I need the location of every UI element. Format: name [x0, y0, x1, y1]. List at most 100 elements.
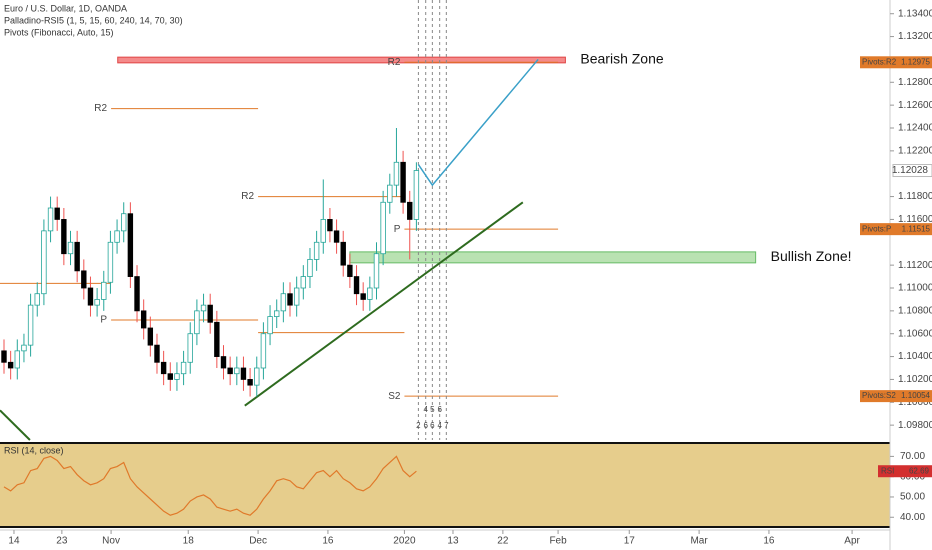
candle-body [41, 230, 47, 295]
rsi-badge-value: 62.69 [909, 466, 930, 475]
y-tick-label: 1.11200 [898, 260, 932, 271]
y-tick-label: 1.12800 [898, 77, 932, 88]
candle-body [54, 207, 60, 220]
candle-body [327, 219, 333, 232]
event-label: 2 [416, 421, 421, 430]
event-label: 6 [430, 421, 435, 430]
candle-body [227, 367, 233, 375]
candle-body [247, 379, 253, 386]
rsi-badge [878, 465, 932, 478]
x-tick-label: Feb [549, 536, 567, 547]
candle-body [7, 361, 14, 369]
candle-body [347, 264, 353, 277]
candle-body [214, 321, 220, 357]
y-tick-label: 1.10000 [898, 397, 932, 408]
y-tick-label: 50.00 [900, 492, 925, 503]
pivot-badge-name: Pivots:P [862, 224, 891, 233]
x-tick-label: 16 [322, 536, 334, 547]
candle-body [147, 327, 154, 346]
candle-body [114, 230, 120, 243]
candle-body [393, 161, 400, 186]
candle-body [280, 293, 287, 312]
y-tick-label: 1.11000 [898, 283, 932, 294]
y-tick-label: 1.10400 [898, 351, 932, 362]
x-tick-label: 16 [763, 536, 775, 547]
candle-body [320, 219, 326, 243]
candle-body [21, 344, 27, 352]
candle-body [81, 270, 87, 289]
candle-body [367, 287, 373, 300]
pivot-label: R2 [94, 103, 107, 114]
candle-body [107, 241, 114, 283]
candle-body [167, 373, 173, 380]
y-tick-label: 1.10800 [898, 305, 932, 316]
projection [417, 58, 539, 187]
zone-label: Bullish Zone! [771, 248, 852, 264]
pivot-badge [860, 390, 932, 403]
candle-body [1, 350, 7, 363]
event-label: 4 [423, 405, 428, 414]
candle-body [101, 281, 107, 300]
y-tick-label: 1.09800 [898, 420, 932, 431]
rsi-line [3, 455, 417, 516]
zone [349, 251, 757, 264]
pivot-label: S2 [388, 391, 401, 402]
candle-body [14, 350, 20, 369]
candle-body [160, 361, 167, 375]
x-tick-label: 2020 [393, 536, 416, 547]
x-tick-label: 13 [447, 536, 459, 547]
y-tick-label: 1.12200 [898, 145, 932, 156]
pivot-badge-name: Pivots:S2 [862, 391, 896, 400]
price-badge-value: 1.12028 [892, 165, 929, 176]
candle-body [61, 219, 67, 255]
event-label: 5 [430, 405, 435, 414]
candle-body [67, 241, 74, 255]
candle-body [194, 310, 200, 335]
candle-body [400, 161, 406, 203]
y-tick-label: 40.00 [900, 512, 925, 523]
x-tick-label: 18 [183, 536, 195, 547]
zone-label: Bearish Zone [580, 51, 663, 67]
candle-body [274, 310, 280, 317]
candle-body [200, 304, 207, 312]
candle-body [174, 373, 180, 380]
candle-body [34, 293, 40, 306]
event-label: 7 [444, 421, 449, 430]
candle-body [140, 310, 147, 329]
x-tick-label: Nov [102, 536, 120, 547]
candle-body [300, 276, 307, 289]
candle-body [180, 361, 187, 375]
pivot-label: P [394, 224, 401, 235]
event-label: 4 [437, 421, 442, 430]
pivot-badge-name: Pivots:R2 [862, 57, 897, 66]
candle-body [413, 170, 420, 220]
candle-body [307, 259, 313, 277]
trendline [244, 201, 524, 407]
candle-body [254, 367, 260, 386]
candle-body [240, 367, 247, 380]
pivot-badge-value: 1.10054 [901, 391, 930, 400]
rsi-badge-name: RSI [881, 466, 894, 475]
candle-body [267, 316, 273, 335]
candle-body [387, 184, 393, 203]
chart-title: Euro / U.S. Dollar, 1D, OANDA [4, 3, 127, 13]
x-tick-label: Mar [690, 536, 708, 547]
candle-body [333, 230, 340, 243]
candle-body [360, 293, 366, 300]
candle-body [187, 333, 193, 363]
trendline [0, 409, 31, 441]
candle-body [340, 241, 346, 266]
candle-body [313, 241, 320, 260]
indicator-label: Pivots (Fibonacci, Auto, 15) [4, 27, 114, 37]
x-tick-label: 23 [56, 536, 68, 547]
y-tick-label: 1.13200 [898, 31, 932, 42]
candle-body [74, 241, 80, 272]
pivot-badge-value: 1.12975 [901, 57, 930, 66]
candle-body [207, 304, 213, 323]
x-tick-label: Dec [249, 536, 267, 547]
pivot-badge-value: 1.11515 [902, 224, 931, 233]
candle-body [127, 213, 134, 277]
candle-body [353, 276, 360, 295]
candle-body [27, 304, 34, 346]
